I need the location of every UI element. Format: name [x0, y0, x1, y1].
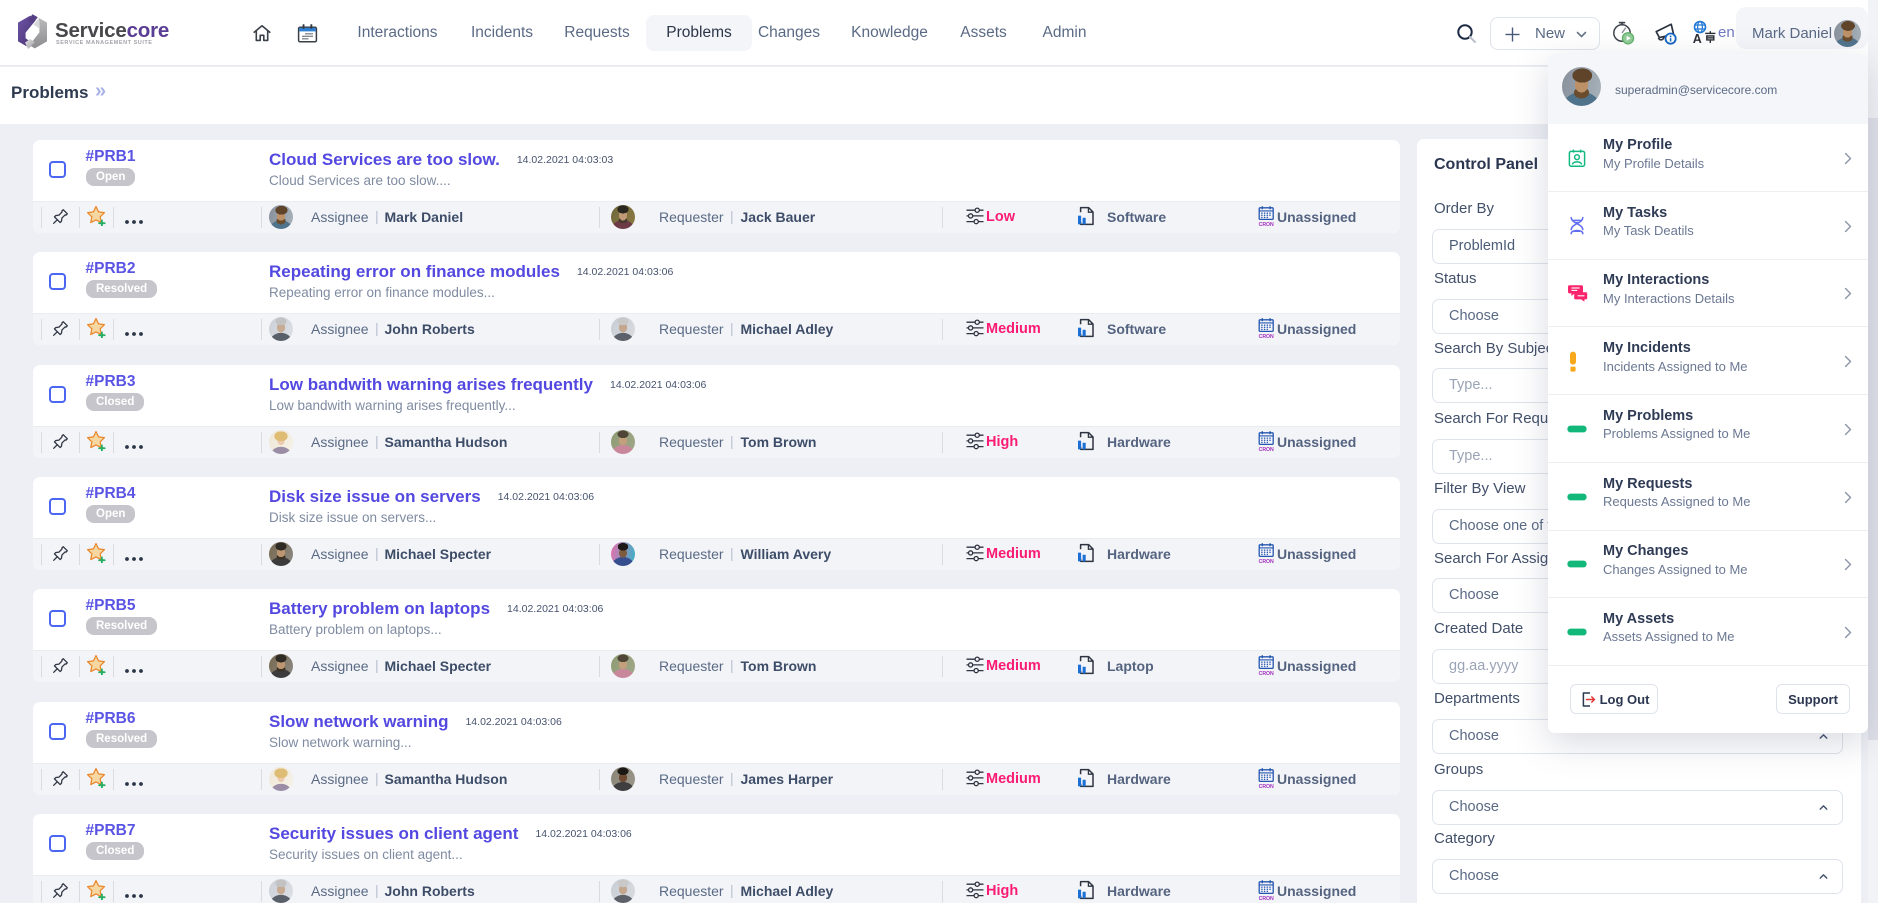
svg-text:CRON: CRON: [1258, 896, 1273, 902]
svg-text:CRON: CRON: [1258, 784, 1273, 790]
svg-text:CRON: CRON: [1258, 671, 1273, 677]
svg-text:A: A: [1693, 32, 1702, 45]
svg-text:CRON: CRON: [1258, 447, 1273, 453]
svg-text:CRON: CRON: [1258, 334, 1273, 340]
svg-text:CRON: CRON: [1258, 559, 1273, 565]
svg-text:CRON: CRON: [1258, 222, 1273, 228]
